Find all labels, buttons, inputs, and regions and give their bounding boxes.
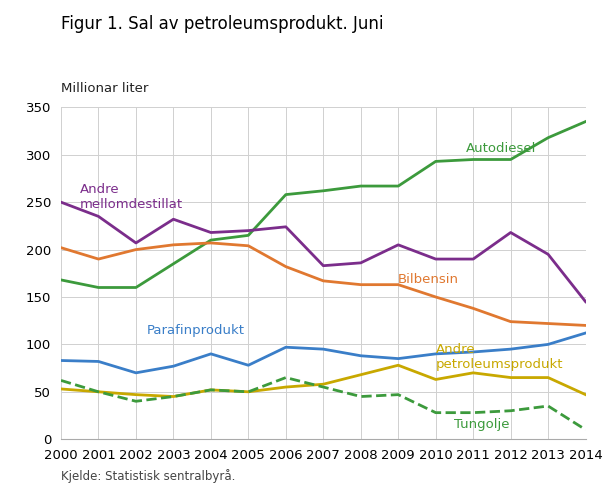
Text: Tungolje: Tungolje — [454, 418, 510, 431]
Text: Figur 1. Sal av petroleumsprodukt. Juni: Figur 1. Sal av petroleumsprodukt. Juni — [61, 15, 384, 33]
Text: Andre
mellomdestillat: Andre mellomdestillat — [80, 183, 183, 211]
Text: Bilbensin: Bilbensin — [398, 273, 459, 285]
Text: Kjelde: Statistisk sentralbyrå.: Kjelde: Statistisk sentralbyrå. — [61, 469, 235, 483]
Text: Autodiesel: Autodiesel — [465, 142, 536, 155]
Text: Millionar liter: Millionar liter — [61, 82, 148, 95]
Text: Andre
petroleumsprodukt: Andre petroleumsprodukt — [436, 343, 563, 371]
Text: Parafinprodukt: Parafinprodukt — [147, 324, 245, 337]
